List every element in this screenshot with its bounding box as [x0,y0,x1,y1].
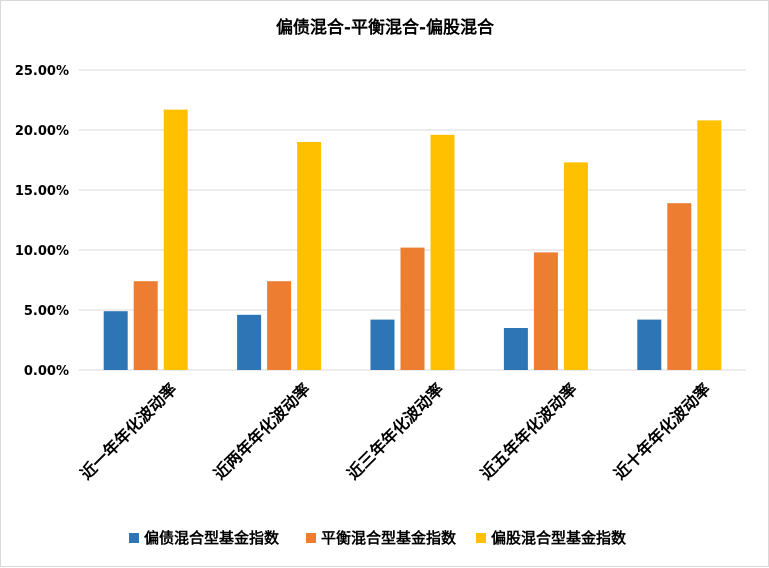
bar [103,311,128,370]
legend-swatch [476,533,486,543]
bar [370,319,395,370]
bar [133,281,158,370]
bars [103,109,722,371]
legend-label: 偏股混合型基金指数 [491,529,627,547]
bar [563,162,588,370]
y-tick-label: 10.00% [15,244,69,259]
x-axis-ticks: 近一年年化波动率 近两年年化波动率 近三年年化波动率 近五年年化波动率 近十年年化波动率 [77,379,715,483]
bar [267,281,292,370]
y-tick-label: 20.00% [15,124,69,139]
x-tick-label: 近一年年化波动率 [77,379,181,483]
legend-swatch [306,533,316,543]
bar [667,203,692,370]
bar [637,319,662,370]
bar [163,109,188,370]
y-tick-label: 15.00% [15,184,69,199]
x-tick-label: 近两年年化波动率 [210,379,314,483]
bar [237,314,262,370]
y-tick-label: 0.00% [24,364,69,379]
bar [533,252,558,370]
x-tick-label: 近五年年化波动率 [477,379,581,483]
x-tick-label: 近三年年化波动率 [343,379,447,483]
y-axis-ticks: 0.00% 5.00% 10.00% 15.00% 20.00% 25.00% [15,64,69,379]
legend-label: 偏债混合型基金指数 [144,529,280,547]
bar [400,247,425,370]
y-tick-label: 25.00% [15,64,69,79]
bar [297,142,322,370]
bar [697,120,722,371]
bar [430,134,455,370]
y-tick-label: 5.00% [24,304,69,319]
chart-title: 偏债混合-平衡混合-偏股混合 [276,17,495,38]
legend-swatch [129,533,139,543]
legend-label: 平衡混合型基金指数 [321,529,457,547]
legend: 偏债混合型基金指数 平衡混合型基金指数 偏股混合型基金指数 [129,529,627,547]
bar [503,328,528,370]
x-tick-label: 近十年年化波动率 [610,379,714,483]
